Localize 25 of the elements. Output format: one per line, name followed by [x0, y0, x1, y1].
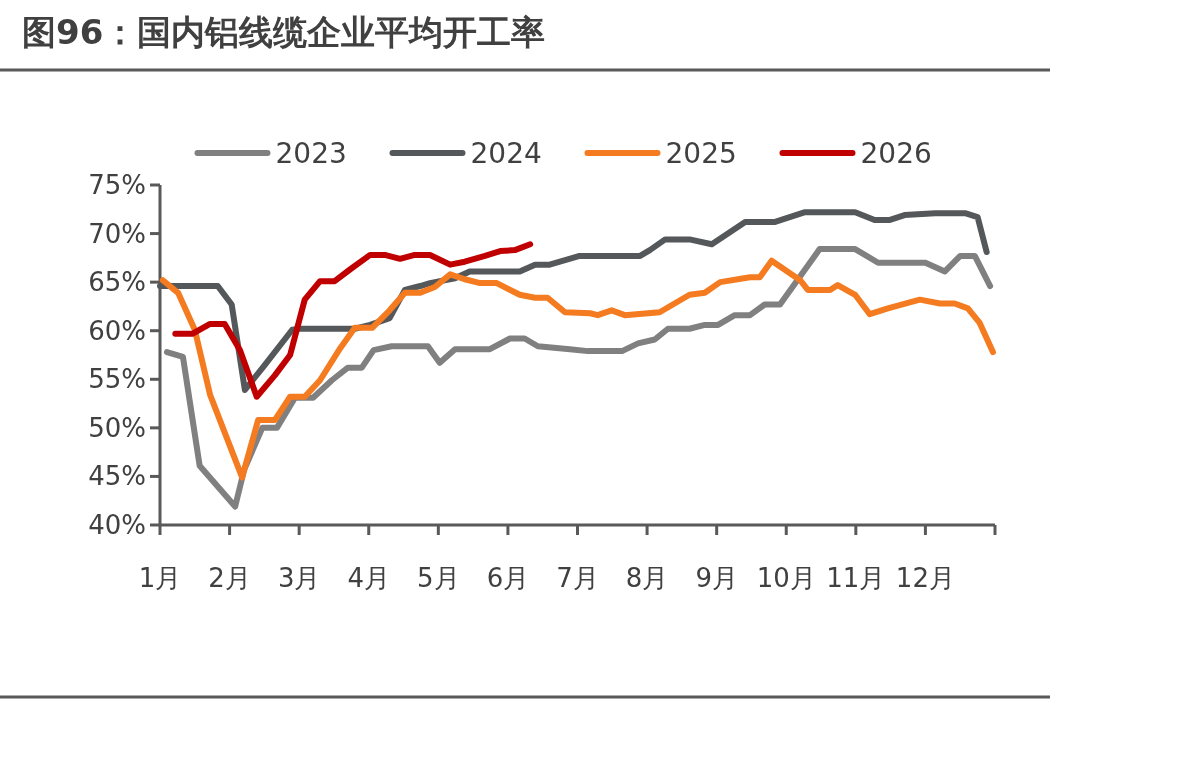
- y-tick-label: 75%: [88, 170, 146, 200]
- y-tick-label: 40%: [88, 510, 146, 540]
- y-tick-label: 60%: [88, 315, 146, 346]
- y-tick-label: 70%: [88, 218, 146, 249]
- x-tick-label: 8月: [625, 563, 669, 593]
- x-tick-label: 10月: [756, 563, 816, 593]
- y-tick-label: 50%: [88, 412, 146, 443]
- x-tick-label: 11月: [826, 563, 886, 593]
- x-tick-label: 9月: [695, 563, 738, 593]
- x-tick-label: 4月: [347, 563, 391, 593]
- x-tick-label: 3月: [277, 563, 321, 593]
- x-tick-label: 2月: [208, 563, 251, 593]
- legend-label: 2023: [275, 136, 347, 170]
- y-tick-label: 55%: [88, 364, 146, 395]
- legend-label: 2024: [470, 136, 542, 170]
- y-tick-label: 45%: [88, 461, 146, 492]
- chart-title: 图96：国内铝线缆企业平均开工率: [22, 12, 546, 52]
- x-tick-label: 6月: [486, 563, 530, 593]
- y-tick-label: 65%: [88, 267, 146, 298]
- legend-label: 2025: [665, 136, 737, 170]
- x-tick-label: 5月: [417, 563, 460, 593]
- x-tick-label: 12月: [895, 563, 955, 593]
- x-tick-label: 1月: [138, 563, 182, 593]
- x-tick-label: 7月: [556, 563, 599, 593]
- legend-label: 2026: [860, 136, 932, 170]
